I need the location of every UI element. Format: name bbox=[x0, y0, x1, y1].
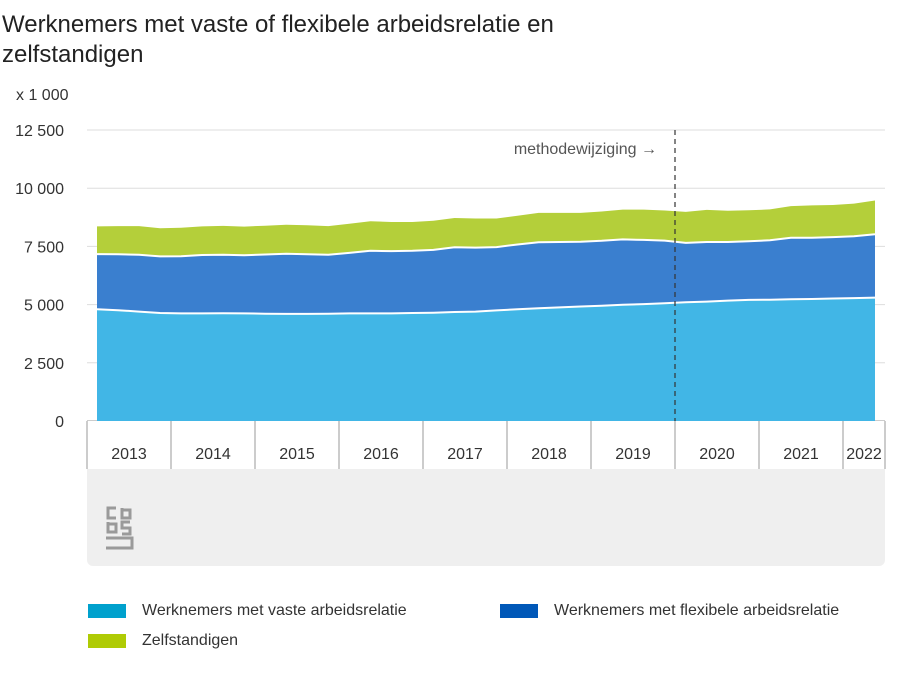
x-tick-label: 2019 bbox=[615, 446, 651, 463]
area-zzp bbox=[97, 200, 875, 257]
y-tick-label: 2 500 bbox=[24, 356, 64, 373]
legend-item-zzp[interactable]: Zelfstandigen bbox=[88, 632, 238, 650]
legend: Werknemers met vaste arbeidsrelatie Werk… bbox=[88, 600, 888, 660]
y-tick-label: 5 000 bbox=[24, 298, 64, 315]
legend-swatch-vast bbox=[88, 604, 126, 618]
y-axis-ticks: 0 2 500 5 000 7 500 10 000 12 500 bbox=[15, 123, 64, 431]
y-tick-label: 0 bbox=[55, 414, 64, 431]
legend-swatch-zzp bbox=[88, 634, 126, 648]
y-tick-label: 10 000 bbox=[15, 181, 64, 198]
x-tick-label: 2016 bbox=[363, 446, 399, 463]
x-axis-label-strip bbox=[87, 421, 885, 469]
legend-swatch-flex bbox=[500, 604, 538, 618]
method-change-annotation: methodewijziging → bbox=[514, 130, 676, 421]
series-boundary-line bbox=[96, 296, 876, 315]
y-tick-label: 12 500 bbox=[15, 123, 64, 140]
legend-item-vast[interactable]: Werknemers met vaste arbeidsrelatie bbox=[88, 602, 407, 620]
legend-label-flex: Werknemers met flexibele arbeidsrelatie bbox=[554, 602, 840, 619]
area-vast bbox=[97, 297, 875, 421]
x-tick-label: 2020 bbox=[699, 446, 735, 463]
y-axis-unit-label: x 1 000 bbox=[16, 87, 69, 104]
x-tick-label: 2014 bbox=[195, 446, 231, 463]
legend-label-vast: Werknemers met vaste arbeidsrelatie bbox=[142, 602, 407, 619]
legend-label-zzp: Zelfstandigen bbox=[142, 632, 239, 649]
x-tick-label: 2017 bbox=[447, 446, 483, 463]
x-tick-label: 2022 bbox=[846, 446, 882, 463]
x-axis: 2013 2014 2015 2016 2017 2018 2019 2020 2021 2022 bbox=[86, 421, 886, 469]
chart-title-line-2: zelfstandigen bbox=[2, 41, 144, 68]
x-tick-label: 2018 bbox=[531, 446, 567, 463]
chart-title-line-1: Werknemers met vaste of flexibele arbeid… bbox=[2, 11, 554, 38]
chart-title: Werknemers met vaste of flexibele arbeid… bbox=[2, 10, 662, 70]
area-series bbox=[96, 200, 876, 421]
cbs-logo-icon bbox=[106, 506, 134, 550]
x-tick-label: 2021 bbox=[783, 446, 819, 463]
method-change-label: methodewijziging → bbox=[514, 141, 657, 158]
x-tick-label: 2015 bbox=[279, 446, 315, 463]
x-tick-label: 2013 bbox=[111, 446, 147, 463]
series-boundary-line bbox=[96, 233, 876, 258]
y-tick-label: 7 500 bbox=[24, 239, 64, 256]
legend-item-flex[interactable]: Werknemers met flexibele arbeidsrelatie bbox=[500, 602, 839, 620]
